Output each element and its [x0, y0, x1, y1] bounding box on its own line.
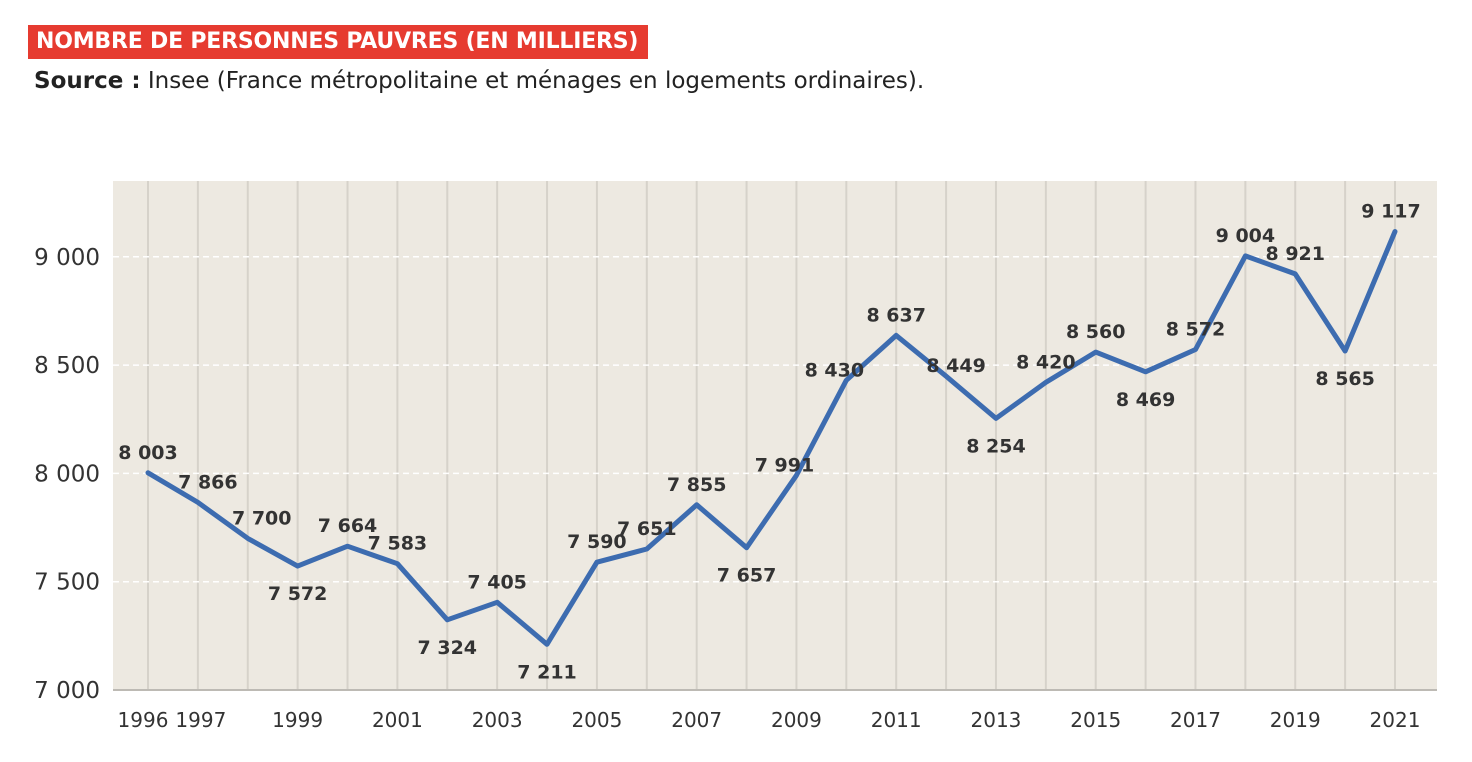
data-label: 8 469 — [1116, 389, 1176, 411]
data-label: 7 405 — [467, 571, 527, 593]
x-tick-label: 2011 — [871, 708, 922, 732]
data-label: 8 565 — [1315, 368, 1375, 390]
data-label: 7 583 — [368, 533, 428, 555]
x-tick-label: 1997 — [175, 708, 226, 732]
x-tick-label: 2019 — [1270, 708, 1321, 732]
x-tick-label: 2015 — [1070, 708, 1121, 732]
x-tick-label: 2007 — [671, 708, 722, 732]
x-tick-label: 2013 — [971, 708, 1022, 732]
data-label: 8 420 — [1016, 351, 1076, 373]
x-tick-label: 1996 — [118, 708, 169, 732]
x-tick-label: 2021 — [1370, 708, 1421, 732]
data-label: 7 572 — [268, 583, 328, 605]
x-tick-label: 2005 — [571, 708, 622, 732]
data-label: 7 700 — [232, 507, 292, 529]
y-axis-ticks: 7 000 7 500 8 000 8 500 9 000 — [34, 245, 100, 704]
data-label: 8 449 — [926, 355, 986, 377]
data-label: 7 855 — [667, 474, 727, 496]
data-label: 9 004 — [1216, 225, 1276, 247]
data-label: 8 003 — [118, 442, 178, 464]
data-label: 7 324 — [418, 637, 478, 659]
x-tick-label: 1999 — [272, 708, 323, 732]
data-label: 7 211 — [517, 661, 577, 683]
x-tick-label: 2003 — [472, 708, 523, 732]
x-tick-label: 2009 — [771, 708, 822, 732]
y-tick-label: 9 000 — [34, 245, 100, 271]
x-axis-ticks: 1996 1997 1999 2001 2003 2005 2007 2009 2011 2013… — [118, 708, 1421, 732]
data-label: 8 637 — [866, 304, 926, 326]
series-line — [145, 229, 1398, 647]
data-label: 7 991 — [755, 454, 815, 476]
chart-title: NOMBRE DE PERSONNES PAUVRES (EN MILLIERS… — [28, 25, 649, 59]
data-label: 7 651 — [617, 518, 677, 540]
data-label: 8 430 — [805, 359, 865, 381]
y-tick-label: 7 500 — [34, 570, 100, 596]
data-label: 7 590 — [567, 531, 627, 553]
y-tick-label: 8 500 — [34, 353, 100, 379]
data-label: 7 657 — [717, 565, 777, 587]
y-tick-label: 8 000 — [34, 461, 100, 487]
data-label: 9 117 — [1361, 200, 1421, 222]
y-tick-label: 7 000 — [34, 678, 100, 704]
source-text: Insee (France métropolitaine et ménages … — [147, 68, 925, 94]
x-tick-label: 2017 — [1170, 708, 1221, 732]
data-label: 8 254 — [966, 435, 1026, 457]
source-label: Source : — [34, 68, 141, 94]
data-label: 8 572 — [1166, 319, 1226, 341]
data-label: 8 921 — [1265, 243, 1325, 265]
horizontal-gridlines — [113, 256, 1437, 583]
x-tick-label: 2001 — [372, 708, 423, 732]
chart-source: Source : Insee (France métropolitaine et… — [34, 68, 924, 94]
data-label: 7 664 — [318, 515, 378, 537]
data-label: 8 560 — [1066, 321, 1126, 343]
plot-area — [113, 181, 1437, 690]
data-label: 7 866 — [178, 471, 238, 493]
